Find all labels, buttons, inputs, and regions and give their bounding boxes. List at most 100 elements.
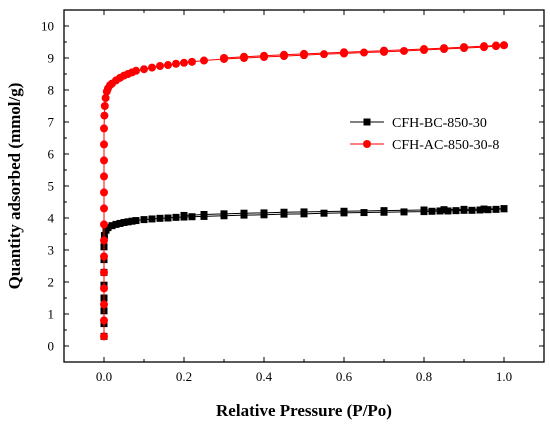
data-point-circle <box>100 111 109 120</box>
data-point-square <box>500 205 508 213</box>
y-tick-label: 1 <box>48 307 55 322</box>
y-tick-label: 8 <box>48 83 55 98</box>
x-tick-label: 0.8 <box>416 369 432 384</box>
data-point-circle <box>100 268 108 277</box>
series-layer <box>100 41 508 341</box>
data-point-square <box>460 205 468 213</box>
y-tick-label: 9 <box>48 51 55 66</box>
data-point-square <box>200 210 208 218</box>
data-point-circle <box>320 50 328 59</box>
data-point-square <box>340 207 348 215</box>
y-tick-label: 0 <box>48 339 55 354</box>
data-point-square <box>108 222 116 230</box>
data-point-circle <box>100 252 108 261</box>
data-point-circle <box>492 41 500 50</box>
data-point-circle <box>500 41 508 50</box>
y-axis-title: Quantity adsorbed (mmol/g) <box>5 83 24 290</box>
data-point-square <box>132 217 140 225</box>
data-point-circle <box>132 66 140 75</box>
data-point-circle <box>164 61 172 70</box>
data-point-square <box>484 206 492 214</box>
data-point-square <box>480 205 488 213</box>
data-point-square <box>363 118 371 126</box>
data-point-square <box>428 207 436 215</box>
data-point-circle <box>100 300 108 309</box>
data-point-square <box>240 209 248 217</box>
y-tick-label: 6 <box>48 147 55 162</box>
legend-label: CFH-AC-850-30-8 <box>392 138 499 153</box>
data-point-square <box>420 206 428 214</box>
data-point-circle <box>340 48 348 57</box>
data-point-circle <box>460 43 468 52</box>
series-ac <box>100 41 508 341</box>
y-tick-label: 10 <box>41 19 54 34</box>
y-tick-label: 3 <box>48 243 55 258</box>
data-point-square <box>156 214 164 222</box>
data-point-circle <box>100 332 108 341</box>
series-line-adsorption <box>103 208 505 337</box>
data-point-circle <box>440 44 448 53</box>
data-point-circle <box>156 62 164 70</box>
data-point-circle <box>400 46 408 55</box>
x-axis-title: Relative Pressure (P/Po) <box>216 401 392 420</box>
data-point-square <box>280 208 288 216</box>
data-point-circle <box>180 58 188 67</box>
data-point-square <box>360 209 368 217</box>
data-point-square <box>124 218 132 226</box>
data-point-circle <box>380 46 388 55</box>
y-tick-label: 2 <box>48 275 55 290</box>
data-point-circle <box>360 48 368 57</box>
data-point-circle <box>100 284 108 293</box>
series-bc <box>100 205 508 340</box>
data-point-circle <box>480 42 488 51</box>
data-point-square <box>188 213 196 221</box>
data-point-circle <box>100 124 108 133</box>
data-point-circle <box>200 56 208 65</box>
data-point-circle <box>100 220 108 229</box>
data-point-square <box>436 207 444 215</box>
data-point-circle <box>100 236 108 245</box>
series-line-adsorption <box>103 44 505 337</box>
data-point-circle <box>100 140 108 149</box>
plot-frame <box>63 9 545 363</box>
data-point-circle <box>240 52 248 61</box>
y-tick-label: 7 <box>48 115 55 130</box>
y-tick-label: 4 <box>48 211 55 226</box>
data-point-circle <box>172 59 180 68</box>
data-point-circle <box>220 54 228 62</box>
data-point-circle <box>100 102 109 110</box>
data-point-circle <box>100 204 108 213</box>
data-point-circle <box>101 94 110 102</box>
data-point-square <box>148 215 156 223</box>
data-point-square <box>476 206 484 214</box>
data-point-square <box>492 205 500 213</box>
data-point-circle <box>148 63 156 72</box>
data-point-square <box>172 213 180 221</box>
data-point-circle <box>140 65 148 74</box>
y-tick-label: 5 <box>48 179 55 194</box>
data-point-square <box>444 207 452 215</box>
data-point-circle <box>260 51 268 60</box>
data-point-square <box>220 210 228 218</box>
data-point-square <box>468 206 476 214</box>
data-point-square <box>440 206 448 214</box>
data-point-square <box>104 224 112 232</box>
data-point-circle <box>188 57 196 66</box>
data-point-circle <box>100 172 108 181</box>
data-point-circle <box>100 316 108 325</box>
x-tick-label: 0.2 <box>176 369 192 384</box>
data-point-circle <box>100 188 108 197</box>
data-point-square <box>112 220 120 228</box>
x-tick-label: 0.4 <box>256 369 273 384</box>
data-point-square <box>180 211 188 219</box>
data-point-circle <box>363 140 371 148</box>
data-point-circle <box>300 49 308 58</box>
data-point-square <box>116 219 124 227</box>
x-tick-label: 0.0 <box>96 369 112 384</box>
legend-label: CFH-BC-850-30 <box>392 116 487 131</box>
data-point-circle <box>100 156 108 165</box>
data-point-square <box>140 216 148 224</box>
data-point-square <box>260 209 268 217</box>
data-point-square <box>380 207 388 215</box>
